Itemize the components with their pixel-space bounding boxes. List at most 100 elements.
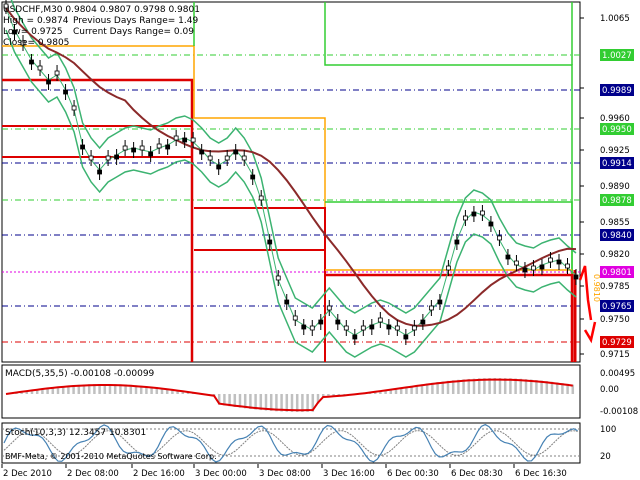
candle-body bbox=[437, 299, 443, 305]
macd-tick-label: 0.00 bbox=[600, 385, 619, 395]
time-tick-label: 2 Dec 08:00 bbox=[67, 469, 119, 479]
candle-body bbox=[20, 40, 26, 46]
price-level-label: 0.9729 bbox=[602, 338, 632, 348]
candle-body bbox=[488, 221, 494, 227]
price-level-label: 1.0027 bbox=[602, 51, 632, 61]
stochastic-main-line bbox=[3, 423, 578, 463]
candle-body bbox=[139, 145, 145, 151]
price-tick-label: 0.9820 bbox=[600, 250, 630, 260]
candle-body bbox=[531, 265, 536, 271]
price-level-label: 0.9801 bbox=[602, 268, 632, 278]
candle-body bbox=[46, 79, 51, 85]
candle-body bbox=[292, 315, 298, 321]
low-value: Low= 0.9725 bbox=[3, 27, 63, 37]
price-tick-label: 0.9855 bbox=[600, 218, 630, 228]
price-level-label: 0.9765 bbox=[602, 302, 632, 312]
candle-body bbox=[267, 239, 273, 245]
time-tick-label: 3 Dec 16:00 bbox=[323, 469, 375, 479]
price-chart[interactable]: 0.9810 USDCHF,M30 0.9804 0.9807 0.9798 0… bbox=[0, 0, 640, 366]
bollinger-lower-band bbox=[5, 29, 577, 358]
candle-body bbox=[428, 305, 434, 311]
price-level-label: 0.9840 bbox=[602, 231, 632, 241]
macd-tick-label: -0.00108 bbox=[600, 407, 638, 417]
candle-body bbox=[156, 143, 162, 149]
high-value: High = 0.9874 bbox=[3, 16, 69, 26]
chart-header: USDCHF,M30 0.9804 0.9807 0.9798 0.9801 bbox=[3, 5, 200, 15]
candle-body bbox=[403, 334, 409, 340]
price-tick-label: 0.9785 bbox=[600, 282, 630, 292]
time-tick-label: 6 Dec 00:30 bbox=[387, 469, 439, 479]
candle-body bbox=[445, 265, 451, 271]
candle-body bbox=[12, 29, 17, 35]
candle-body bbox=[556, 259, 562, 265]
candle-body bbox=[275, 275, 281, 281]
candle-body bbox=[573, 274, 579, 280]
candle-body bbox=[454, 239, 460, 245]
candle-body bbox=[88, 155, 94, 161]
price-tick-label: 0.9715 bbox=[600, 350, 630, 360]
candle-body bbox=[216, 164, 222, 170]
price-level-badge bbox=[600, 300, 634, 312]
bollinger-upper-band bbox=[10, 0, 577, 314]
candle-body bbox=[37, 65, 43, 71]
stochastic-tick-label: 100 bbox=[600, 425, 616, 435]
close-value: Close= 0.9805 bbox=[3, 38, 69, 48]
time-axis: 2 Dec 2010 2 Dec 08:00 2 Dec 16:00 3 Dec 00… bbox=[1, 464, 567, 479]
candle-body bbox=[505, 254, 511, 260]
candle-body bbox=[105, 155, 111, 161]
candle-body bbox=[165, 144, 171, 150]
moving-average-line bbox=[5, 7, 577, 327]
candle-body bbox=[131, 147, 137, 153]
candle-body bbox=[233, 149, 239, 155]
price-level-label: 0.9989 bbox=[602, 86, 632, 96]
time-tick-label: 6 Dec 16:30 bbox=[515, 469, 567, 479]
copyright-text: BMF-Meta, © 2001-2010 MetaQuotes Softwar… bbox=[5, 452, 217, 461]
price-level-badge bbox=[600, 123, 634, 135]
price-axis: 1.00650.99950.99600.99250.98900.98550.98… bbox=[580, 14, 634, 360]
price-tick-label: 0.9960 bbox=[600, 114, 630, 124]
vertical-level-label: 0.9810 bbox=[592, 274, 601, 302]
candle-body bbox=[29, 59, 34, 65]
time-tick-label: 2 Dec 16:00 bbox=[133, 469, 185, 479]
price-level-badge bbox=[600, 194, 634, 206]
candle-body bbox=[224, 155, 230, 161]
forecast-arrow-icon bbox=[578, 265, 597, 344]
time-tick-label: 3 Dec 08:00 bbox=[259, 469, 311, 479]
candle-body bbox=[173, 135, 179, 141]
candle-body bbox=[207, 155, 213, 161]
candle-body bbox=[394, 325, 400, 331]
price-level-badge bbox=[600, 157, 634, 169]
previous-days-range: Previous Days Range= 1.49 bbox=[73, 16, 198, 26]
candle-body bbox=[548, 257, 553, 263]
day-level-line bbox=[2, 45, 326, 362]
candle-body bbox=[326, 305, 332, 311]
macd-pane[interactable]: MACD(5,35,5) -0.00108 -0.00099 0.004950.… bbox=[0, 364, 640, 420]
stochastic-signal-line bbox=[3, 430, 578, 456]
price-level-label: 0.9950 bbox=[602, 125, 632, 135]
candle-body bbox=[241, 155, 247, 161]
candle-body bbox=[539, 264, 545, 270]
candle-body bbox=[250, 174, 256, 180]
candle-body bbox=[565, 263, 570, 269]
price-level-badge bbox=[600, 229, 634, 241]
price-level-badge bbox=[600, 336, 634, 348]
candle-body bbox=[63, 89, 68, 95]
time-tick-label: 3 Dec 00:00 bbox=[195, 469, 247, 479]
price-level-badge bbox=[600, 266, 634, 278]
time-tick-label: 6 Dec 08:30 bbox=[451, 469, 503, 479]
time-tick-label: 2 Dec 2010 bbox=[3, 469, 52, 479]
stochastic-axis: 100 20 bbox=[600, 425, 616, 462]
price-level-badge bbox=[600, 84, 634, 96]
candle-body bbox=[522, 267, 528, 273]
candle-body bbox=[80, 144, 85, 150]
price-tick-label: 1.0065 bbox=[600, 14, 630, 24]
candle-body bbox=[514, 260, 519, 266]
candle-body bbox=[258, 195, 264, 201]
candle-body bbox=[377, 317, 383, 323]
stochastic-pane[interactable]: Stoch(10,3,3) 12.3457 10.8301 BMF-Meta, … bbox=[0, 422, 640, 464]
candle-body bbox=[199, 149, 205, 155]
candle-body bbox=[284, 299, 290, 305]
candle-body bbox=[471, 211, 477, 217]
candle-body bbox=[463, 215, 468, 221]
